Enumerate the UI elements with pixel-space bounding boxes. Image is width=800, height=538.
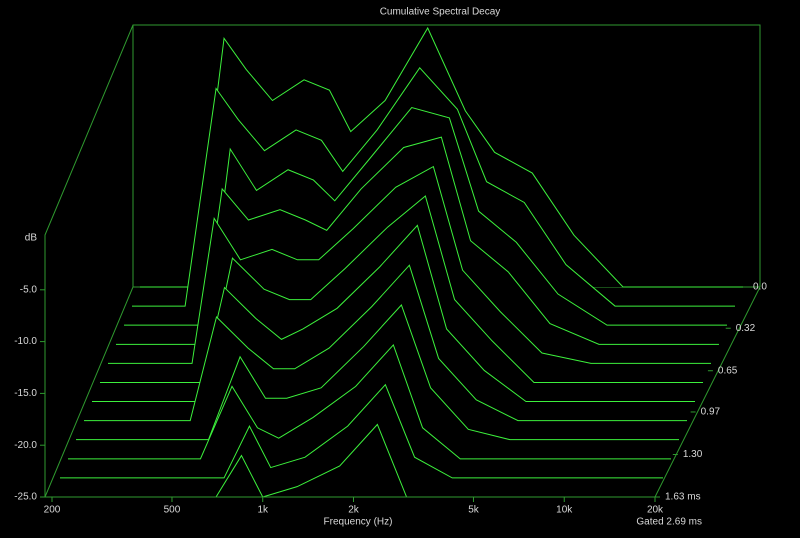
decay-slice <box>107 165 711 364</box>
decay-slice <box>132 66 736 307</box>
y-tick-label: -10.0 <box>14 336 37 347</box>
z-tick-label: 0.65 <box>718 365 738 376</box>
gate-label: Gated 2.69 ms <box>636 517 702 528</box>
x-tick-label: 10k <box>556 505 573 516</box>
y-tick-label: -20.0 <box>14 440 37 451</box>
y-tick-label: -5.0 <box>20 284 38 295</box>
axes: -5.0 -10.0 -15.0 -20.0 -25.0 200 500 1k 2k 5k 10k 2… <box>14 282 767 516</box>
slice-fill <box>52 424 655 497</box>
decay-slice <box>140 26 743 288</box>
chart-title: Cumulative Spectral Decay <box>380 7 501 18</box>
z-tick-label: 0.32 <box>736 323 756 334</box>
decay-slice <box>67 343 671 460</box>
z-tick-label: 1.63 ms <box>665 492 701 503</box>
decay-slice <box>76 304 680 441</box>
x-tick-label: 1k <box>257 505 269 516</box>
slices <box>52 26 743 498</box>
decay-slice <box>59 383 663 479</box>
x-tick-label: 500 <box>164 505 181 516</box>
y-tick-label: -15.0 <box>14 388 37 399</box>
x-tick-label: 5k <box>468 505 480 516</box>
x-tick-label: 2k <box>348 505 360 516</box>
z-tick-label: 1.30 <box>683 449 703 460</box>
z-tick-label: 0.0 <box>753 282 767 293</box>
decay-slice <box>84 264 688 422</box>
decay-slice <box>92 224 696 403</box>
x-tick-label: 20k <box>647 505 664 516</box>
box-edge <box>654 286 761 498</box>
x-axis-label: Frequency (Hz) <box>324 517 393 528</box>
slice-fill <box>59 384 663 478</box>
box-edge <box>44 286 134 498</box>
x-tick-label: 200 <box>44 505 61 516</box>
y-axis-label: dB <box>25 233 38 244</box>
y-tick-label: -25.0 <box>14 492 37 503</box>
decay-slice <box>99 195 703 383</box>
z-tick-label: 0.97 <box>701 407 721 418</box>
